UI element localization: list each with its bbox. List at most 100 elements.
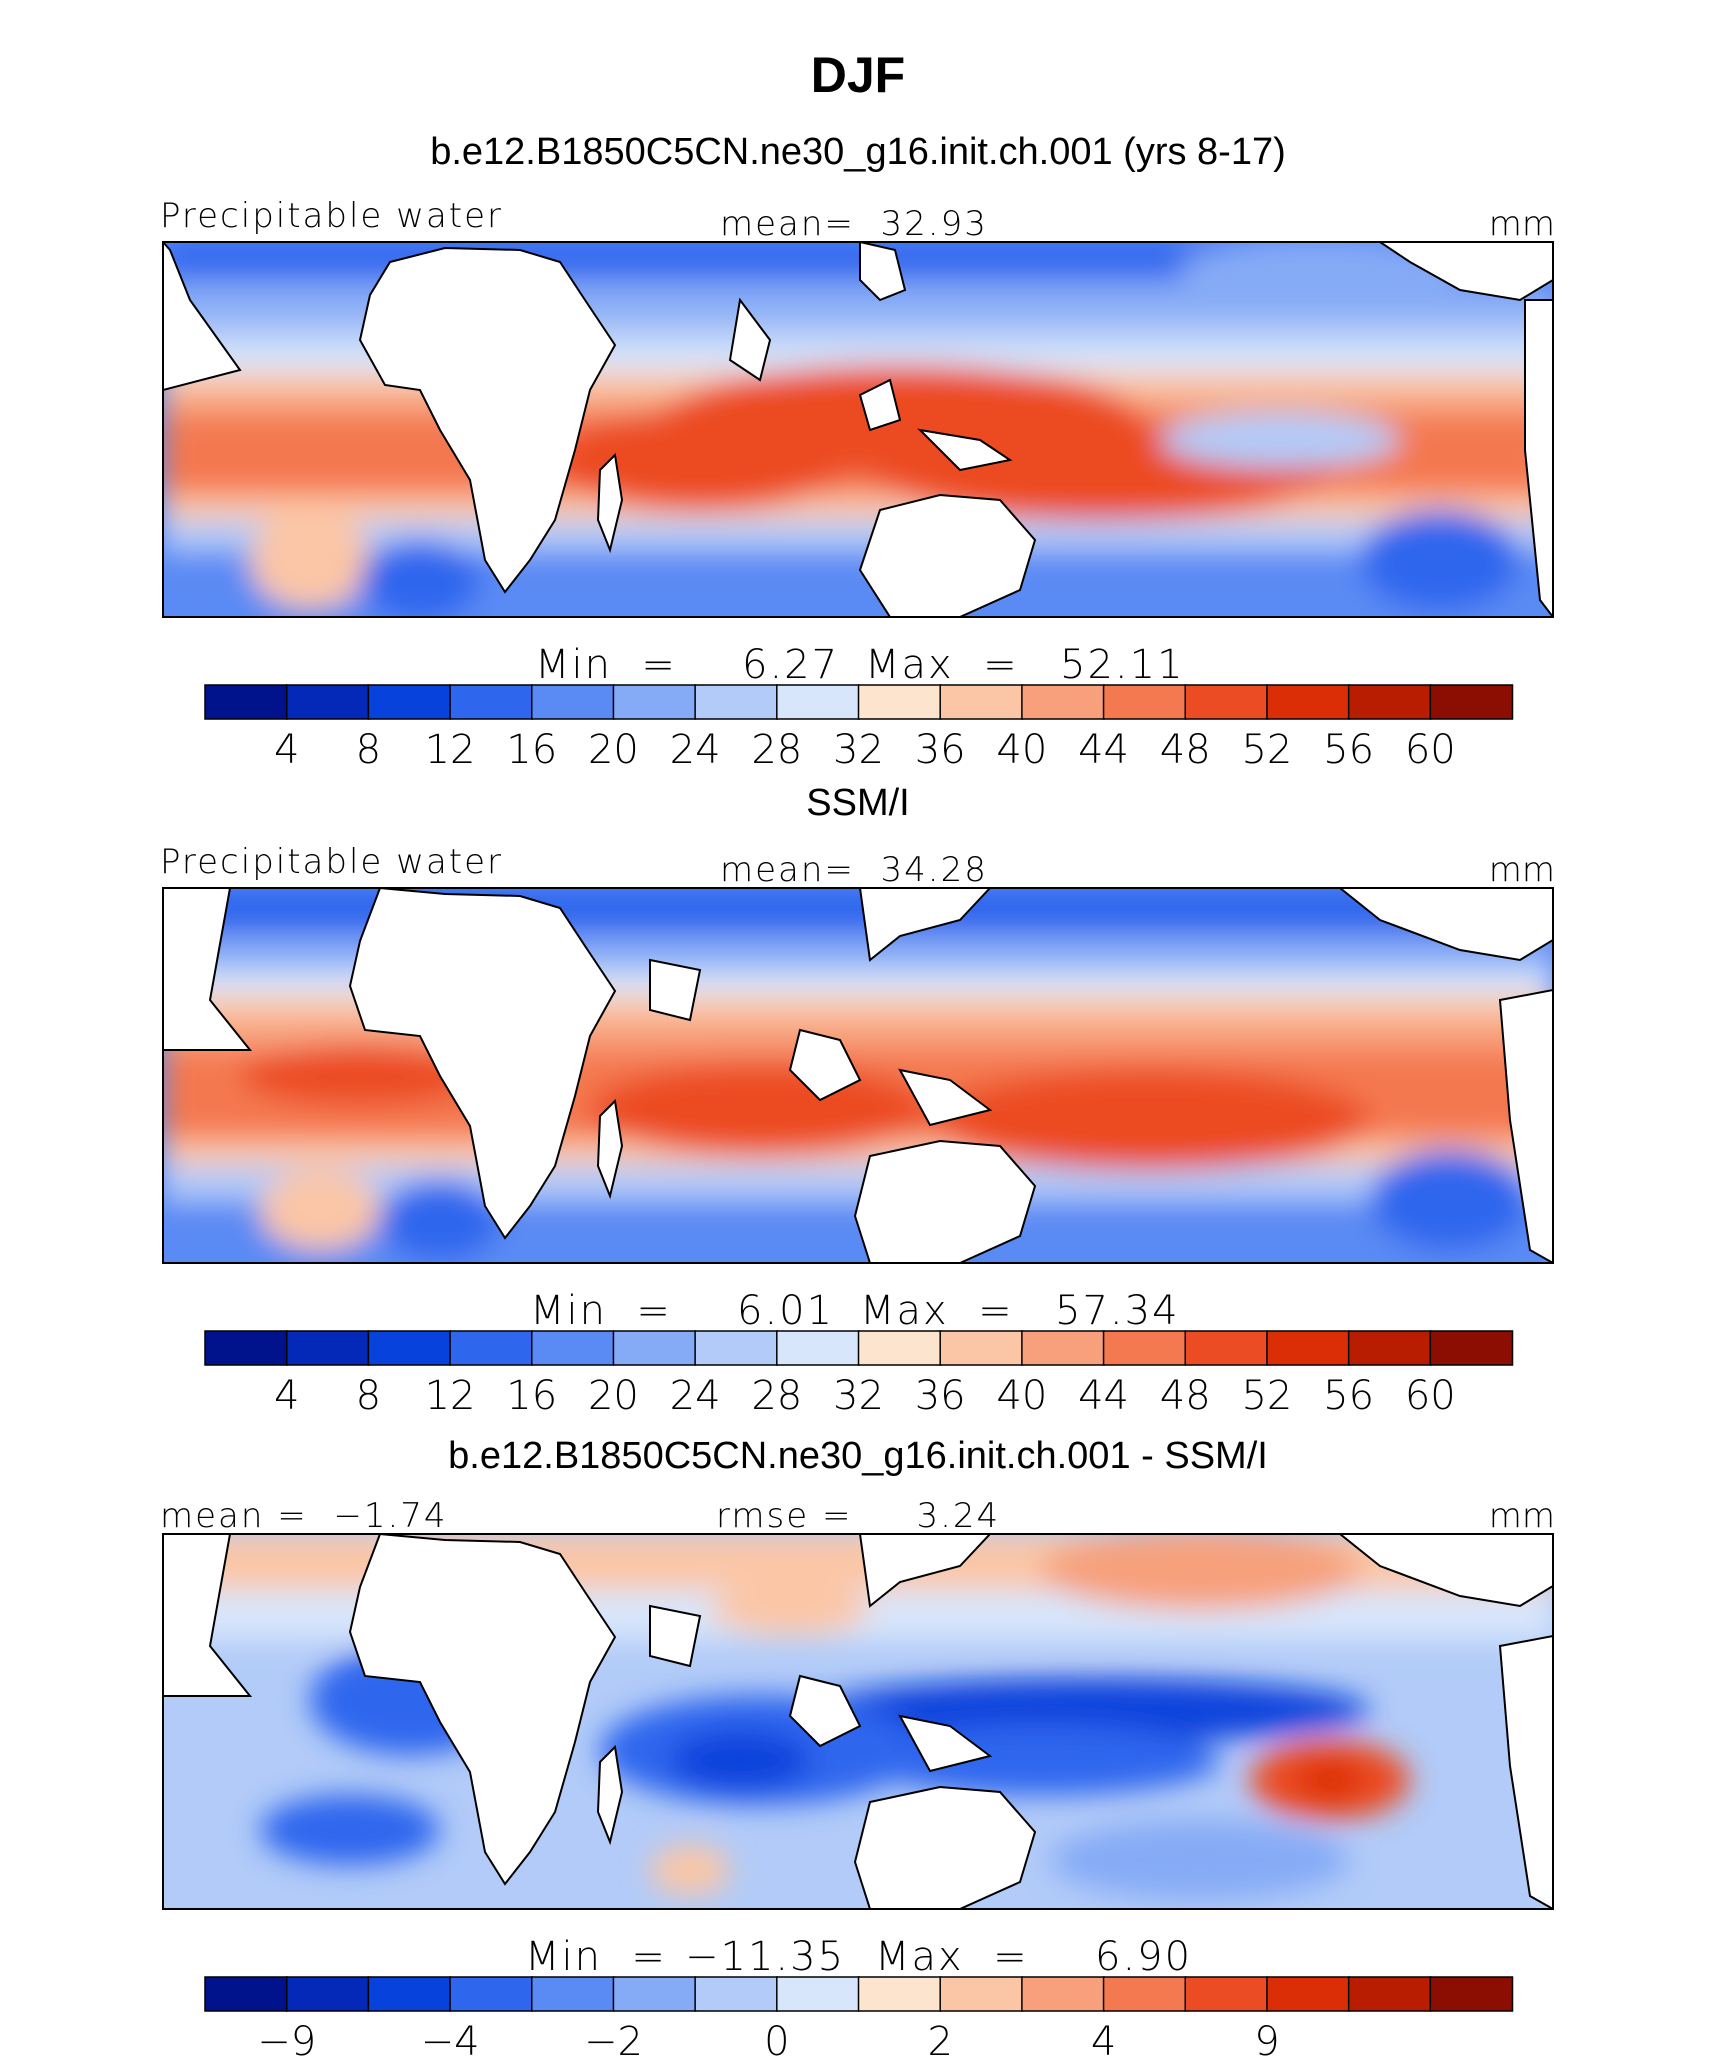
min-value: −11.35 [685,1934,845,1980]
variable-label: Precipitable water [160,842,503,882]
colorbar-tick-label: 20 [588,1373,639,1419]
colorbar-swatch [531,1976,615,2012]
variable-label: Precipitable water [160,196,503,236]
colorbar-tick-label: 48 [1160,1373,1211,1419]
colorbar-swatch [1184,1976,1269,2012]
colorbar-tick-label: 8 [356,1373,381,1419]
max-value: 57.34 [1055,1288,1180,1334]
colorbar-swatch [1021,684,1105,720]
figure-title: DJF [811,47,905,103]
colorbar-swatch [1266,684,1350,720]
max-label: Max = [860,1288,1014,1334]
colorbar-tick-label: 16 [506,727,557,773]
colorbar-tick-label: 4 [274,727,299,773]
colorbar-swatch [285,1330,370,1366]
colorbar-swatch [939,1976,1024,2012]
colorbar-swatch [1347,1976,1432,2012]
colorbar-tick-label: 56 [1323,1373,1374,1419]
max-label: Max = [865,642,1019,688]
colorbar-tick-label: 36 [915,1373,966,1419]
colorbar-swatch [1102,684,1187,720]
colorbar: 4 8 12 16 20 24 28 32 36 40 44 48 52 56 60 [204,1330,1514,1419]
max-value: 52.11 [1060,642,1185,688]
minmax-line: Min = −11.35 Max = 6.90 [525,1934,1192,1980]
colorbar-swatch [694,1330,779,1366]
colorbar-tick-label: 60 [1405,1373,1456,1419]
min-label: Min = [525,1934,667,1980]
colorbar-tick-label: 24 [670,1373,721,1419]
colorbar-tick-label: 60 [1405,727,1456,773]
colorbar-tick-label: 48 [1160,727,1211,773]
colorbar-tick-label: 44 [1078,727,1129,773]
colorbar-swatch [1102,1976,1187,2012]
panel-diff: b.e12.B1850C5CN.ne30_g16.init.ch.001 - S… [160,1435,1555,2064]
max-value: 6.90 [1095,1934,1192,1980]
minmax-line: Min = 6.01 Max = 57.34 [530,1288,1180,1334]
colorbar-swatch [776,684,860,720]
map-frame [162,887,1554,1264]
colorbar-tick-label: 40 [996,727,1047,773]
colorbar-tick-label: 0 [764,2019,789,2064]
colorbar-swatch [857,1976,942,2012]
colorbar-swatch [1184,684,1269,720]
map-field [163,888,1553,1263]
min-label: Min = [530,1288,672,1334]
colorbar-tick-label: 9 [1254,2019,1279,2064]
colorbar-tick-label: 8 [356,727,381,773]
units-label: mm [1489,1496,1555,1536]
colorbar-swatch [1266,1976,1350,2012]
colorbar-swatch [939,1330,1024,1366]
colorbar-tick-label: 24 [670,727,721,773]
colorbar-tick-label: 28 [751,727,802,773]
colorbar-tick-label: 20 [588,727,639,773]
colorbar-tick-label: 52 [1241,1373,1292,1419]
colorbar-swatch [694,684,779,720]
colorbar-swatch [449,1976,533,2012]
colorbar-tick-label: 40 [996,1373,1047,1419]
rmse-label: rmse = 3.24 [716,1496,1000,1536]
min-value: 6.27 [742,642,839,688]
colorbar-swatch [1429,1330,1514,1366]
colorbar-swatch [204,1330,288,1366]
colorbar-swatch [612,684,697,720]
colorbar-tick-label: 32 [833,727,884,773]
colorbar-swatch [776,1976,860,2012]
min-value: 6.01 [737,1288,834,1334]
colorbar-tick-label: 56 [1323,727,1374,773]
units-label: mm [1489,204,1555,244]
colorbar-tick-label: 4 [1091,2019,1116,2064]
colorbar-tick-label: 44 [1078,1373,1129,1419]
panel-title: SSM/I [806,782,909,824]
panel-title: b.e12.B1850C5CN.ne30_g16.init.ch.001 - S… [448,1435,1268,1477]
colorbar-swatch [204,684,288,720]
map-frame [162,241,1554,618]
colorbar-tick-label: 36 [915,727,966,773]
colorbar-swatch [694,1976,779,2012]
colorbar-swatch [367,684,452,720]
colorbar-swatch [449,1330,533,1366]
colorbar-swatch [367,1330,452,1366]
colorbar-swatch [939,684,1024,720]
map-field [163,1534,1553,1909]
colorbar-swatch [1347,1330,1432,1366]
map-frame [162,1533,1554,1910]
panel-obs: SSM/I Precipitable water mean= 34.28 mm [160,782,1555,1419]
colorbar: 4 8 12 16 20 24 28 32 36 40 44 48 52 56 60 [204,684,1514,773]
mean-label: mean= 34.28 [720,850,988,890]
colorbar-swatch [204,1976,288,2012]
colorbar-tick-label: 2 [927,2019,952,2064]
colorbar-swatch [531,1330,615,1366]
colorbar-swatch [449,684,533,720]
colorbar-tick-label: 16 [506,1373,557,1419]
colorbar-swatch [1266,1330,1350,1366]
colorbar-swatch [531,684,615,720]
colorbar-swatch [857,1330,942,1366]
colorbar-tick-label: 32 [833,1373,884,1419]
colorbar-swatch [285,684,370,720]
mean-label: mean= 32.93 [720,204,988,244]
minmax-line: Min = 6.27 Max = 52.11 [535,642,1185,688]
colorbar-swatch [1429,1976,1514,2012]
colorbar-swatch [1347,684,1432,720]
colorbar-swatch [1102,1330,1187,1366]
colorbar-swatch [612,1330,697,1366]
